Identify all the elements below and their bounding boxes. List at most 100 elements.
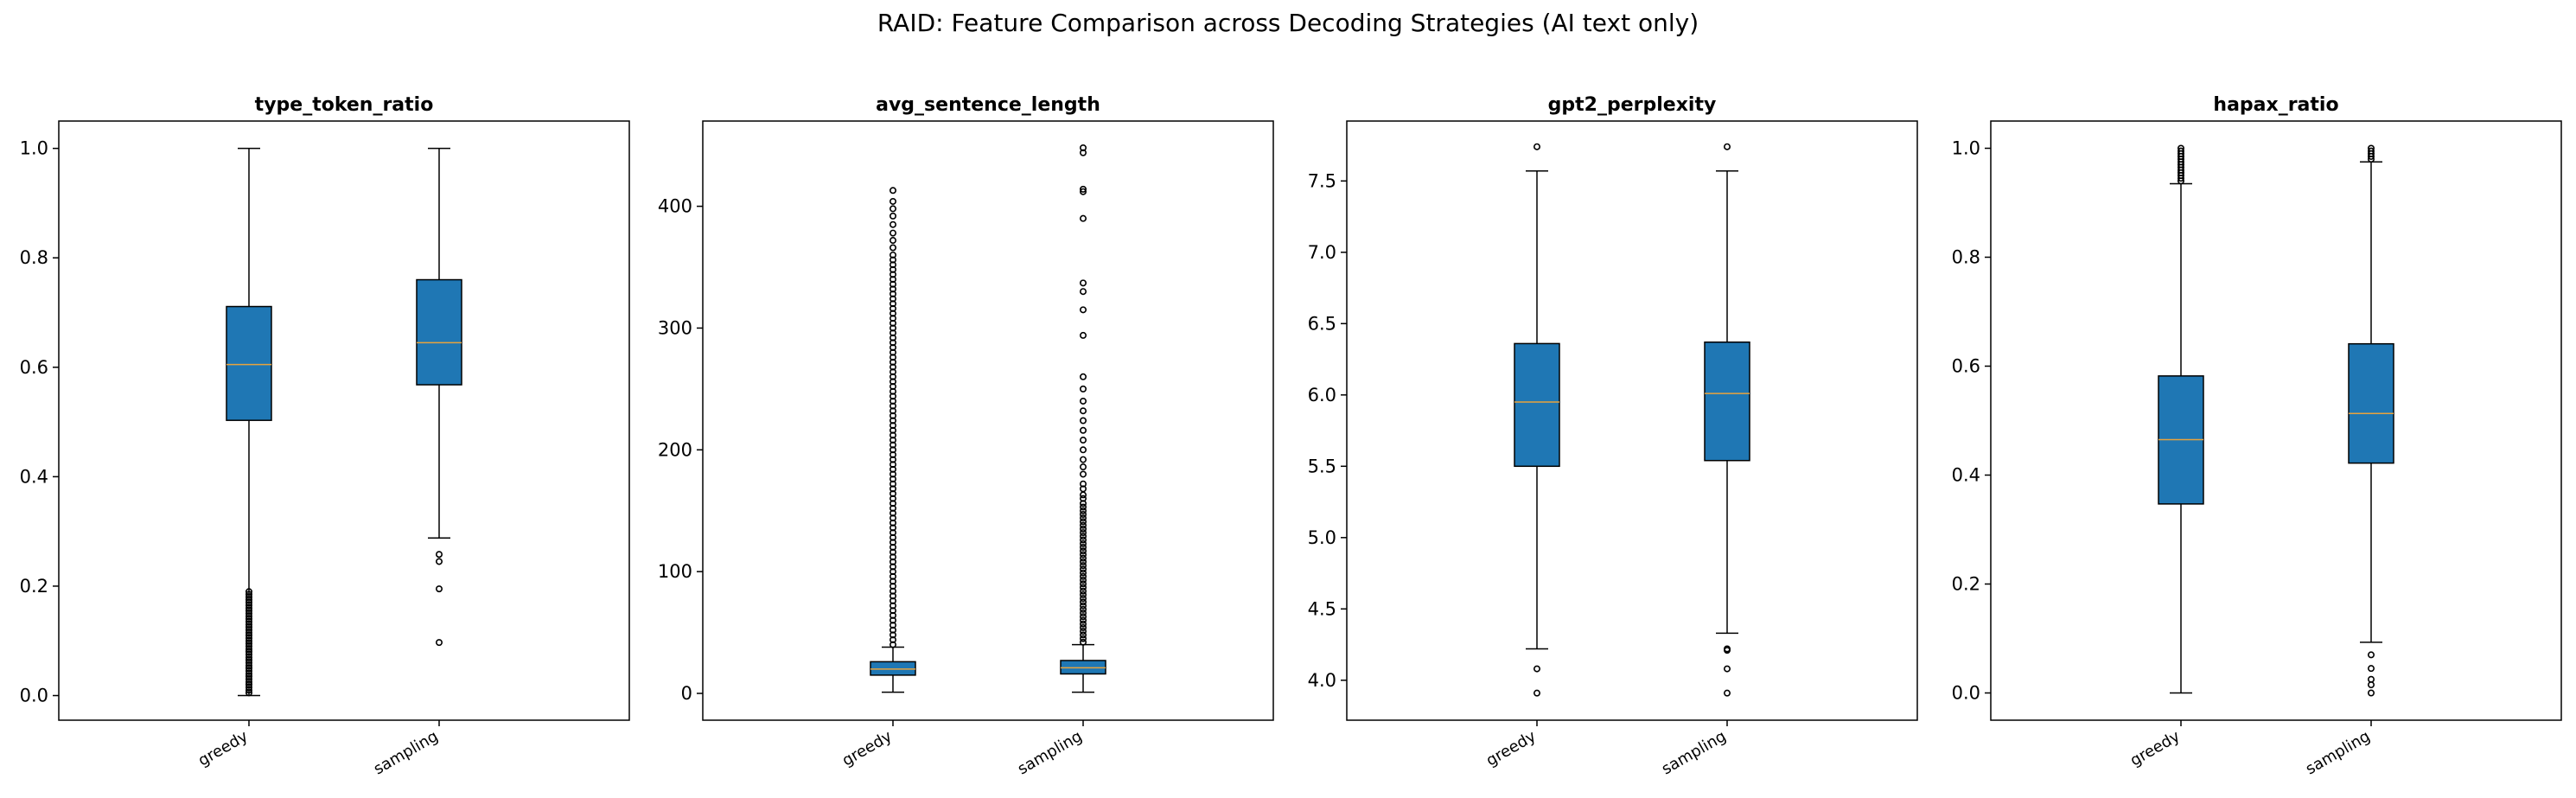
outlier-point xyxy=(2368,144,2375,152)
outlier-point xyxy=(889,220,897,228)
y-tick-label: 0.8 xyxy=(20,247,48,268)
y-tick-label: 300 xyxy=(658,317,692,338)
x-tick-label: greedy xyxy=(195,727,252,770)
outlier-point xyxy=(2368,651,2375,659)
outlier-point xyxy=(1080,610,1087,617)
outlier-point xyxy=(2368,675,2375,683)
y-tick-label: 0.8 xyxy=(1952,247,1980,268)
outlier-point xyxy=(1533,665,1541,673)
y-tick-label: 0.0 xyxy=(1952,683,1980,704)
box-greedy xyxy=(2158,144,2204,694)
outlier-point xyxy=(1080,558,1087,565)
y-tick-label: 6.0 xyxy=(1308,385,1336,405)
outlier-point xyxy=(1080,446,1087,454)
outlier-point xyxy=(1080,288,1087,296)
outlier-point xyxy=(1080,635,1087,642)
y-tick-label: 0.0 xyxy=(20,686,48,706)
subplot-hapax_ratio: hapax_ratio 0.0 0.2 0.4 0.6 0.8 1.0 greedy sampl… xyxy=(1952,94,2562,778)
outlier-point xyxy=(1080,510,1087,518)
y-tick-label: 1.0 xyxy=(1952,138,1980,159)
outlier-point xyxy=(1724,645,1731,653)
outlier-point xyxy=(889,251,897,259)
outlier-point xyxy=(1080,623,1087,631)
subplot-title: type_token_ratio xyxy=(255,94,434,116)
outlier-point xyxy=(1080,514,1087,522)
subplot-gpt2_perplexity: gpt2_perplexity 4.0 4.5 5.0 5.5 6.0 6.5 7.0 7.5 g… xyxy=(1308,94,1918,778)
outlier-point xyxy=(1080,536,1087,544)
outlier-point xyxy=(1080,587,1087,595)
outlier-point xyxy=(2368,681,2375,689)
outlier-point xyxy=(1080,565,1087,573)
y-tick-label: 0 xyxy=(681,683,692,704)
outlier-point xyxy=(1080,598,1087,606)
outlier-point xyxy=(1080,562,1087,570)
y-tick-label: 1.0 xyxy=(20,138,48,159)
subplot-avg_sentence_length: avg_sentence_length 0 100 200 300 400 greedy sa… xyxy=(658,94,1274,778)
outlier-point xyxy=(889,197,897,205)
outlier-point xyxy=(2177,144,2185,152)
outlier-point xyxy=(1080,306,1087,314)
outlier-point xyxy=(1080,584,1087,591)
outlier-point xyxy=(1080,572,1087,580)
x-tick-label: greedy xyxy=(1483,727,1540,770)
outlier-point xyxy=(1080,602,1087,610)
outlier-point xyxy=(1080,397,1087,405)
outlier-point xyxy=(1080,331,1087,339)
outlier-point xyxy=(1080,628,1087,635)
plot-frame xyxy=(1346,120,1918,721)
outlier-point xyxy=(1080,185,1087,193)
y-tick-label: 5.0 xyxy=(1308,527,1336,548)
outlier-point xyxy=(1080,518,1087,526)
x-tick-label: sampling xyxy=(371,727,442,778)
x-tick-label: sampling xyxy=(1659,727,1730,778)
y-tick-label: 100 xyxy=(658,561,692,582)
outlier-point xyxy=(1080,620,1087,628)
outlier-point xyxy=(1080,480,1087,488)
box-sampling xyxy=(1060,144,1106,693)
outlier-point xyxy=(1724,665,1731,673)
outlier-point xyxy=(1080,521,1087,529)
outlier-point xyxy=(1080,470,1087,478)
plot-frame xyxy=(702,120,1274,721)
outlier-point xyxy=(1080,503,1087,511)
outlier-point xyxy=(1080,613,1087,621)
outlier-point xyxy=(1080,580,1087,588)
plot-frame xyxy=(1990,120,2562,721)
outlier-point xyxy=(889,205,897,213)
box-greedy xyxy=(1514,143,1560,697)
subplot-title: gpt2_perplexity xyxy=(1548,94,1717,116)
outlier-point xyxy=(435,558,443,565)
outlier-point xyxy=(1080,144,1087,151)
plot-frame xyxy=(58,120,630,721)
iqr-box xyxy=(1514,342,1560,468)
y-tick-label: 4.5 xyxy=(1308,598,1336,619)
y-tick-label: 0.4 xyxy=(20,466,48,487)
iqr-box xyxy=(226,305,272,421)
outlier-point xyxy=(1080,417,1087,425)
iqr-box xyxy=(416,278,462,386)
x-tick-label: sampling xyxy=(1015,727,1086,778)
outlier-point xyxy=(1080,491,1087,499)
outlier-point xyxy=(435,551,443,559)
y-tick-label: 400 xyxy=(658,196,692,217)
outlier-point xyxy=(1080,463,1087,471)
outlier-point xyxy=(1080,214,1087,222)
outlier-point xyxy=(1080,577,1087,584)
outlier-point xyxy=(1080,554,1087,562)
outlier-point xyxy=(1080,495,1087,502)
y-tick-label: 200 xyxy=(658,439,692,460)
outlier-point xyxy=(1080,456,1087,463)
outlier-point xyxy=(889,229,897,237)
outlier-point xyxy=(1080,569,1087,577)
outlier-point xyxy=(889,212,897,220)
outlier-point xyxy=(1533,689,1541,697)
outlier-point xyxy=(1080,385,1087,393)
outlier-point xyxy=(1080,529,1087,537)
subplot-title: hapax_ratio xyxy=(2213,94,2338,116)
box-sampling xyxy=(416,147,462,647)
outlier-point xyxy=(1080,426,1087,434)
box-greedy xyxy=(226,147,272,697)
y-tick-label: 0.2 xyxy=(1952,574,1980,595)
x-tick-label: greedy xyxy=(839,727,896,770)
outlier-point xyxy=(435,639,443,647)
